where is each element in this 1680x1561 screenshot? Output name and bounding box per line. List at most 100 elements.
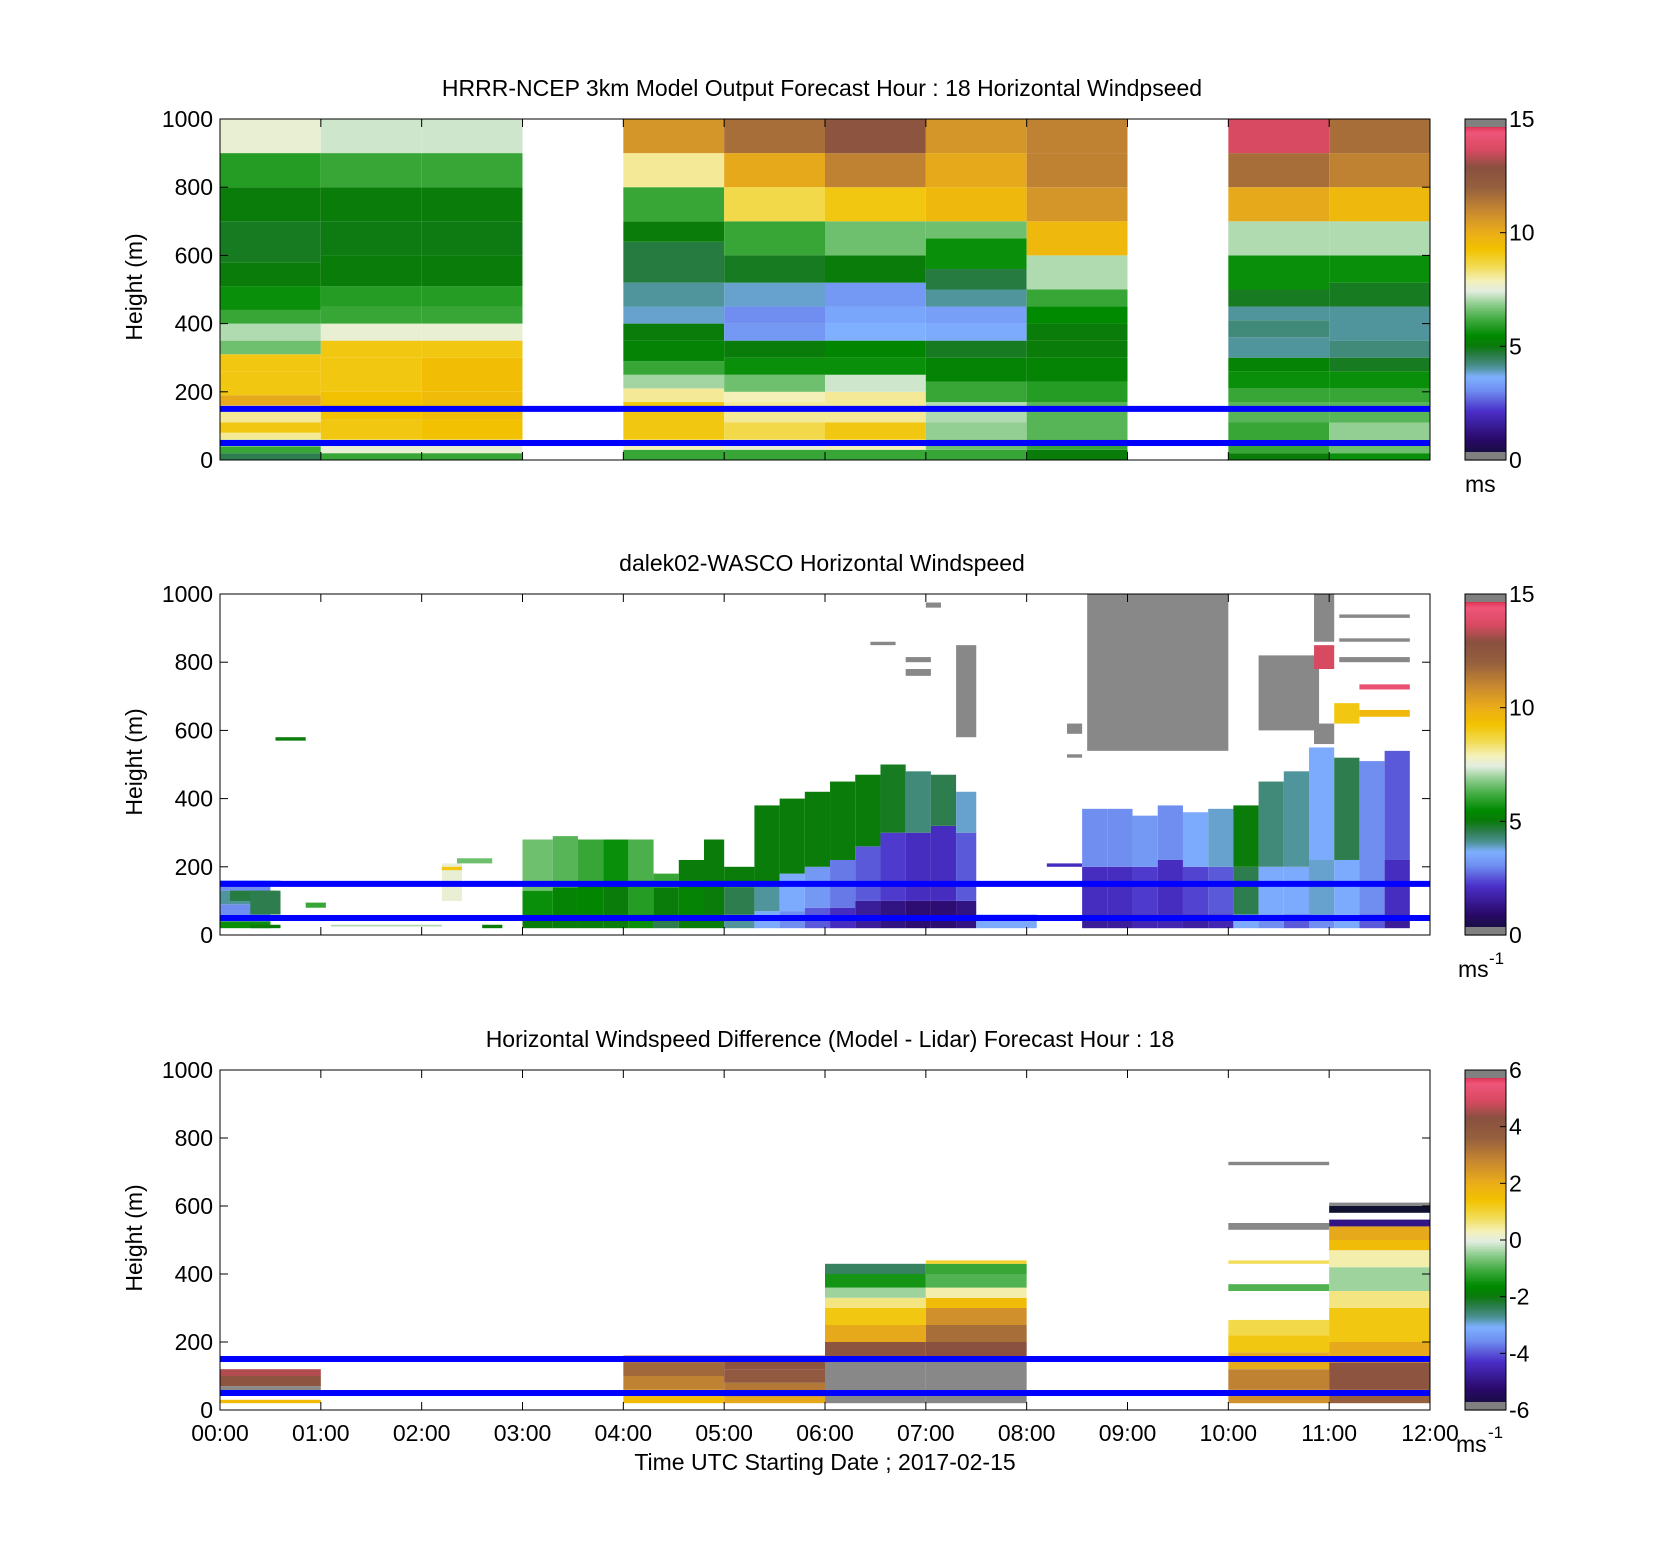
colorbar-segment bbox=[1465, 430, 1506, 433]
heatmap-cell bbox=[250, 924, 281, 929]
heatmap-cell bbox=[220, 262, 321, 287]
reference-lines bbox=[220, 405, 1430, 446]
colorbar-segment bbox=[1465, 176, 1506, 180]
heatmap-cells bbox=[220, 594, 1410, 929]
heatmap-cell bbox=[220, 371, 321, 396]
colorbar-segment bbox=[1465, 702, 1506, 706]
colorbar-segment bbox=[1465, 278, 1506, 282]
colorbar-segment bbox=[1465, 1331, 1506, 1335]
colorbar-segment bbox=[1465, 1110, 1506, 1114]
y-tick-label: 600 bbox=[175, 242, 213, 268]
colorbar-unit: ms bbox=[1465, 471, 1496, 497]
colorbar-segment bbox=[1465, 1220, 1506, 1224]
heatmap-cell bbox=[1329, 255, 1430, 283]
heatmap-cell bbox=[925, 602, 941, 608]
y-axis-label: Height (m) bbox=[121, 708, 147, 815]
colorbar-segment bbox=[1465, 785, 1506, 789]
colorbar-unit-superscript: -1 bbox=[1488, 1423, 1503, 1442]
colorbar-segment bbox=[1465, 1380, 1506, 1383]
colorbar-segment bbox=[1465, 219, 1506, 222]
colorbar-segment bbox=[1465, 1267, 1506, 1271]
heatmap-cell bbox=[1329, 1362, 1430, 1390]
heatmap-cell bbox=[1026, 402, 1128, 423]
colorbar-segment bbox=[1465, 1129, 1506, 1133]
colorbar-segment bbox=[1465, 619, 1506, 623]
heatmap-cell bbox=[653, 887, 679, 918]
colorbar-segment bbox=[1465, 1201, 1506, 1205]
colorbar-segment bbox=[1465, 822, 1506, 825]
y-tick-label: 400 bbox=[175, 1261, 213, 1287]
colorbar-segment bbox=[1465, 1376, 1506, 1379]
heatmap-cell bbox=[925, 1287, 1027, 1298]
colorbar-segment bbox=[1465, 1091, 1506, 1094]
colorbar-segment bbox=[1465, 1386, 1506, 1390]
colorbar-segment bbox=[1465, 777, 1506, 781]
heatmap-cell bbox=[1026, 449, 1128, 460]
colorbar-tick-label: -6 bbox=[1509, 1397, 1529, 1423]
colorbar-segment bbox=[1465, 408, 1506, 412]
colorbar-segment bbox=[1465, 355, 1506, 359]
colorbar-segment bbox=[1465, 843, 1506, 847]
colorbar-segment bbox=[1465, 868, 1506, 872]
colorbar-segment bbox=[1465, 274, 1506, 278]
colorbar-segment bbox=[1465, 1131, 1506, 1135]
heatmap-cell bbox=[421, 453, 523, 460]
heatmap-cell bbox=[1329, 453, 1430, 460]
heatmap-cell bbox=[220, 187, 321, 222]
colorbar-segment bbox=[1465, 387, 1506, 391]
colorbar-segment bbox=[1465, 779, 1506, 783]
heatmap-cell bbox=[220, 323, 321, 341]
colorbar-segment bbox=[1465, 1263, 1506, 1267]
y-tick-label: 1000 bbox=[162, 1057, 213, 1083]
heatmap-cell bbox=[623, 402, 725, 423]
colorbar-segment bbox=[1465, 436, 1506, 440]
heatmap-cell bbox=[825, 153, 926, 188]
colorbar-segment bbox=[1465, 353, 1506, 357]
colorbar-segment bbox=[1465, 1395, 1506, 1398]
colorbar-tick-label: 10 bbox=[1509, 695, 1535, 721]
heatmap-cell bbox=[623, 241, 725, 283]
colorbar-segment bbox=[1465, 325, 1506, 329]
colorbar-segment bbox=[1465, 168, 1506, 171]
colorbar-segment bbox=[1465, 828, 1506, 832]
colorbar-segment bbox=[1465, 638, 1506, 642]
colorbar-segment bbox=[1465, 374, 1506, 378]
colorbar-segment bbox=[1465, 1197, 1506, 1201]
heatmap-cell bbox=[905, 669, 931, 676]
colorbar-segment bbox=[1465, 864, 1506, 868]
heatmap-cell bbox=[925, 340, 1027, 358]
colorbar-segment bbox=[1465, 1133, 1506, 1137]
heatmap-cell bbox=[623, 119, 725, 154]
colorbar-segment bbox=[1465, 839, 1506, 842]
heatmap-cell bbox=[1329, 221, 1430, 256]
colorbar-segment bbox=[1465, 1261, 1506, 1264]
colorbar-unit: ms bbox=[1456, 1431, 1487, 1457]
colorbar-segment bbox=[1465, 798, 1506, 802]
heatmap-cell bbox=[905, 771, 931, 833]
heatmap-cell bbox=[1384, 859, 1410, 915]
colorbar-segment bbox=[1465, 1365, 1506, 1369]
colorbar-segment bbox=[1465, 721, 1506, 725]
colorbar-segment bbox=[1465, 1216, 1506, 1220]
colorbar-segment bbox=[1465, 1223, 1506, 1226]
colorbar-segment bbox=[1465, 1278, 1506, 1281]
colorbar-segment bbox=[1465, 261, 1506, 265]
colorbar-segment bbox=[1465, 1212, 1506, 1216]
colorbar-segment bbox=[1465, 1165, 1506, 1169]
heatmap-cell bbox=[220, 422, 321, 433]
colorbar-segment bbox=[1465, 604, 1506, 608]
colorbar-cap bbox=[1465, 452, 1506, 460]
colorbar-segment bbox=[1465, 781, 1506, 785]
colorbar-segment bbox=[1465, 1299, 1506, 1303]
colorbar-segment bbox=[1465, 180, 1506, 184]
colorbar-segment bbox=[1465, 1382, 1506, 1386]
y-tick-label: 0 bbox=[200, 922, 213, 948]
colorbar-segment bbox=[1465, 920, 1506, 923]
colorbar-segment bbox=[1465, 1142, 1506, 1145]
colorbar-segment bbox=[1465, 246, 1506, 250]
colorbar-segment bbox=[1465, 398, 1506, 401]
heatmap-cell bbox=[1228, 388, 1330, 403]
colorbar-tick-label: 0 bbox=[1509, 922, 1522, 948]
heatmap-cell bbox=[1329, 422, 1430, 443]
colorbar-segment bbox=[1465, 730, 1506, 734]
